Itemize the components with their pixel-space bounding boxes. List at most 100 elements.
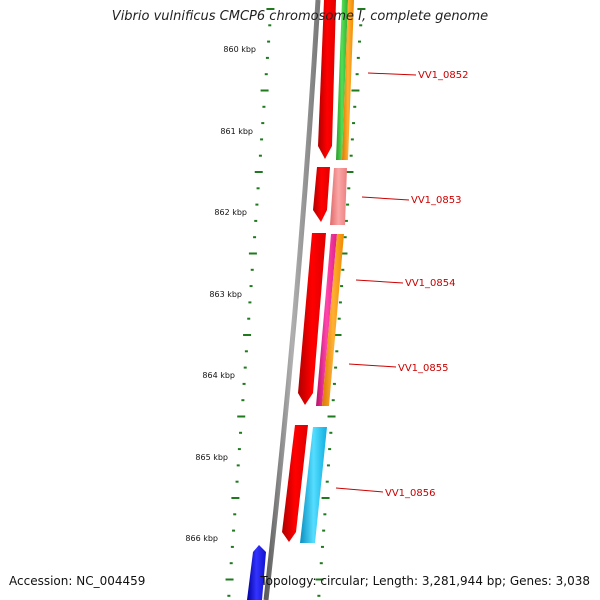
leader-line [361,196,410,201]
scale-minor-tick [329,431,333,434]
scale-minor-tick [256,187,260,190]
scale-minor-tick [352,122,356,125]
scale-minor-tick [331,399,335,402]
scale-minor-tick [353,105,357,108]
scale-minor-tick [326,464,330,467]
scale-minor-tick [349,154,353,157]
scale-major-tick [345,171,354,173]
scale-major-tick [254,171,263,173]
scale-minor-tick [338,301,342,304]
gene-arrow[interactable] [318,0,336,159]
gene-label[interactable]: VV1_0855 [398,363,449,374]
scale-minor-tick [243,366,247,369]
scale-tick-label: 862 kbp [214,208,247,217]
scale-ticks-left [225,8,275,597]
scale-tick-label: 864 kbp [202,371,235,380]
scale-minor-tick [267,40,271,43]
gene-feature-strip [342,0,354,160]
scale-minor-tick [239,431,243,434]
gene-arrow[interactable] [298,233,326,405]
scale-minor-tick [359,24,363,27]
gene-vv1-0852[interactable] [318,0,354,160]
gene-vv1-0855[interactable] [316,234,344,406]
scale-minor-tick [249,285,253,288]
scale-minor-tick [337,317,341,320]
scale-minor-tick [229,562,233,565]
scale-minor-tick [236,464,240,467]
scale-major-tick [225,578,234,581]
scale-ticks-right [315,8,366,597]
topology-label: Topology: circular; Length: 3,281,944 bp… [260,574,590,588]
scale-minor-tick [355,73,359,76]
scale-tick-label: 860 kbp [223,45,256,54]
scale-minor-tick [255,203,259,206]
scale-minor-tick [325,480,329,483]
genome-title: Vibrio vulnificus CMCP6 chromosome I, co… [111,9,489,24]
gene-arrow[interactable] [313,167,330,222]
scale-major-tick [321,497,330,499]
gene-arrow[interactable] [247,545,266,600]
scale-minor-tick [317,594,321,597]
gene-label[interactable]: VV1_0852 [418,70,469,81]
scale-minor-tick [356,56,360,59]
scale-minor-tick [232,529,236,532]
scale-labels: 860 kbp 861 kbp 862 kbp 863 kbp 864 kbp … [185,45,256,543]
scale-tick-label: 866 kbp [185,534,218,543]
scale-minor-tick [335,350,339,353]
scale-major-tick [260,89,269,92]
gene-vv1-0856[interactable] [282,425,327,543]
scale-minor-tick [350,138,354,141]
scale-minor-tick [268,24,272,27]
leader-line [355,279,404,284]
leader-line [335,487,384,493]
scale-minor-tick [233,513,237,516]
gene-label[interactable]: VV1_0854 [405,278,456,289]
scale-minor-tick [261,122,265,125]
scale-minor-tick [242,382,246,385]
scale-minor-tick [328,448,332,451]
scale-tick-label: 861 kbp [220,127,253,136]
scale-minor-tick [260,138,264,141]
scale-minor-tick [253,236,257,239]
scale-major-tick [339,252,348,255]
gene-feature-strip [330,168,347,225]
scale-minor-tick [344,219,348,222]
scale-minor-tick [254,219,258,222]
scale-major-tick [248,252,257,255]
scale-tick-label: 863 kbp [209,290,242,299]
gene-blue-partial[interactable] [247,545,266,600]
leader-line [348,363,397,368]
scale-major-tick [237,415,246,418]
gene-feature-strip [300,427,327,543]
scale-minor-tick [343,236,347,239]
scale-minor-tick [323,513,327,516]
scale-minor-tick [241,399,245,402]
gene-vv1-0854[interactable] [298,233,326,405]
gene-vv1-0853[interactable] [313,167,347,225]
scale-major-tick [333,334,342,336]
gene-label[interactable]: VV1_0856 [385,488,436,499]
scale-minor-tick [247,317,251,320]
scale-minor-tick [319,562,323,565]
scale-minor-tick [265,56,269,59]
scale-major-tick [357,8,366,10]
gene-labels: VV1_0852 VV1_0853 VV1_0854 VV1_0855 VV1_… [335,70,469,499]
scale-minor-tick [262,105,266,108]
leader-line [367,72,417,76]
gene-label[interactable]: VV1_0853 [411,195,462,206]
scale-minor-tick [340,285,344,288]
scale-minor-tick [322,529,326,532]
scale-minor-tick [235,480,239,483]
scale-major-tick [266,8,275,10]
gene-arrow[interactable] [282,425,308,542]
scale-tick-label: 865 kbp [195,453,228,462]
scale-major-tick [243,334,252,336]
accession-label: Accession: NC_004459 [9,574,146,588]
scale-minor-tick [341,268,345,271]
scale-minor-tick [237,448,241,451]
scale-minor-tick [248,301,252,304]
gene-feature-strip [316,234,337,406]
scale-minor-tick [258,154,262,157]
scale-minor-tick [250,268,254,271]
scale-minor-tick [332,382,336,385]
